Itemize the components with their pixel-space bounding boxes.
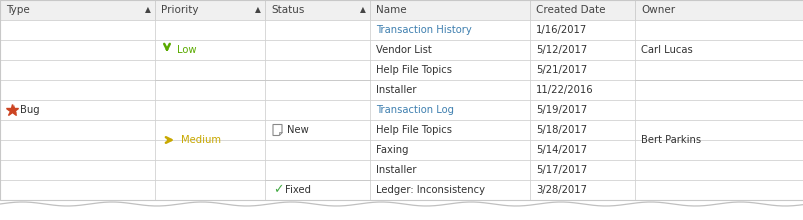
Bar (634, 20, 803, 40)
Bar (529, 20, 634, 40)
Bar (0, 120, 155, 140)
Text: Faxing: Faxing (376, 145, 408, 155)
Text: ✓: ✓ (273, 183, 283, 196)
Bar (634, 140, 803, 160)
Text: Low: Low (177, 45, 196, 55)
Text: 5/14/2017: 5/14/2017 (536, 145, 586, 155)
Bar (0, 0, 155, 20)
Bar (369, 100, 529, 120)
Text: ▲: ▲ (145, 6, 151, 15)
Bar (529, 140, 634, 160)
Bar (529, 80, 634, 100)
Text: Help File Topics: Help File Topics (376, 125, 451, 135)
Bar (634, 120, 803, 140)
Text: 11/22/2016: 11/22/2016 (536, 85, 593, 95)
Bar (155, 60, 265, 80)
Text: Transaction Log: Transaction Log (376, 105, 454, 115)
Bar (369, 80, 529, 100)
Text: 5/19/2017: 5/19/2017 (536, 105, 586, 115)
Bar (369, 40, 529, 60)
Bar (634, 40, 803, 60)
Bar (0, 140, 155, 160)
Text: Carl Lucas: Carl Lucas (640, 45, 692, 55)
Bar (155, 0, 265, 20)
Bar (369, 180, 529, 200)
Text: 1/16/2017: 1/16/2017 (536, 25, 586, 35)
Polygon shape (273, 125, 282, 136)
Text: ▲: ▲ (255, 6, 260, 15)
Bar (529, 60, 634, 80)
Bar (155, 160, 265, 180)
Text: Bug: Bug (20, 105, 39, 115)
Bar (265, 80, 369, 100)
Bar (529, 120, 634, 140)
Bar (634, 60, 803, 80)
Text: Installer: Installer (376, 165, 416, 175)
Text: Fixed: Fixed (284, 185, 311, 195)
Bar (265, 160, 369, 180)
Text: 5/18/2017: 5/18/2017 (536, 125, 586, 135)
Text: Ledger: Inconsistency: Ledger: Inconsistency (376, 185, 484, 195)
Bar (634, 80, 803, 100)
Bar (155, 20, 265, 40)
Bar (369, 160, 529, 180)
Bar (155, 80, 265, 100)
Bar (634, 160, 803, 180)
Bar (265, 140, 369, 160)
Text: 3/28/2017: 3/28/2017 (536, 185, 586, 195)
Bar (634, 180, 803, 200)
Text: New: New (287, 125, 308, 135)
Bar (155, 120, 265, 140)
Bar (265, 40, 369, 60)
Bar (0, 60, 155, 80)
Text: Installer: Installer (376, 85, 416, 95)
Text: Help File Topics: Help File Topics (376, 65, 451, 75)
Text: Vendor List: Vendor List (376, 45, 431, 55)
Bar (369, 0, 529, 20)
Bar (0, 180, 155, 200)
Bar (0, 160, 155, 180)
Text: Priority: Priority (161, 5, 198, 15)
Text: 5/12/2017: 5/12/2017 (536, 45, 586, 55)
Bar (529, 160, 634, 180)
Bar (155, 180, 265, 200)
Bar (265, 0, 369, 20)
Bar (529, 100, 634, 120)
Bar (529, 0, 634, 20)
Bar (369, 140, 529, 160)
Bar (369, 20, 529, 40)
Bar (0, 80, 155, 100)
Text: Medium: Medium (181, 135, 221, 145)
Bar (369, 120, 529, 140)
Text: Transaction History: Transaction History (376, 25, 471, 35)
Bar (265, 180, 369, 200)
Text: Status: Status (271, 5, 304, 15)
Bar (369, 60, 529, 80)
Bar (634, 0, 803, 20)
Text: Type: Type (6, 5, 30, 15)
Bar (265, 20, 369, 40)
Bar (634, 100, 803, 120)
Text: 5/17/2017: 5/17/2017 (536, 165, 586, 175)
Text: ▲: ▲ (360, 6, 365, 15)
Bar (265, 100, 369, 120)
Text: Name: Name (376, 5, 406, 15)
Bar (265, 120, 369, 140)
Text: Created Date: Created Date (536, 5, 605, 15)
Bar (155, 140, 265, 160)
Bar (155, 100, 265, 120)
Text: Bert Parkins: Bert Parkins (640, 135, 700, 145)
Text: 5/21/2017: 5/21/2017 (536, 65, 586, 75)
Bar (529, 180, 634, 200)
Bar (0, 100, 155, 120)
Text: ★: ★ (7, 103, 18, 117)
Polygon shape (279, 132, 282, 136)
Bar (0, 40, 155, 60)
Text: Owner: Owner (640, 5, 675, 15)
Bar (529, 40, 634, 60)
Bar (0, 20, 155, 40)
Bar (155, 40, 265, 60)
Bar (265, 60, 369, 80)
